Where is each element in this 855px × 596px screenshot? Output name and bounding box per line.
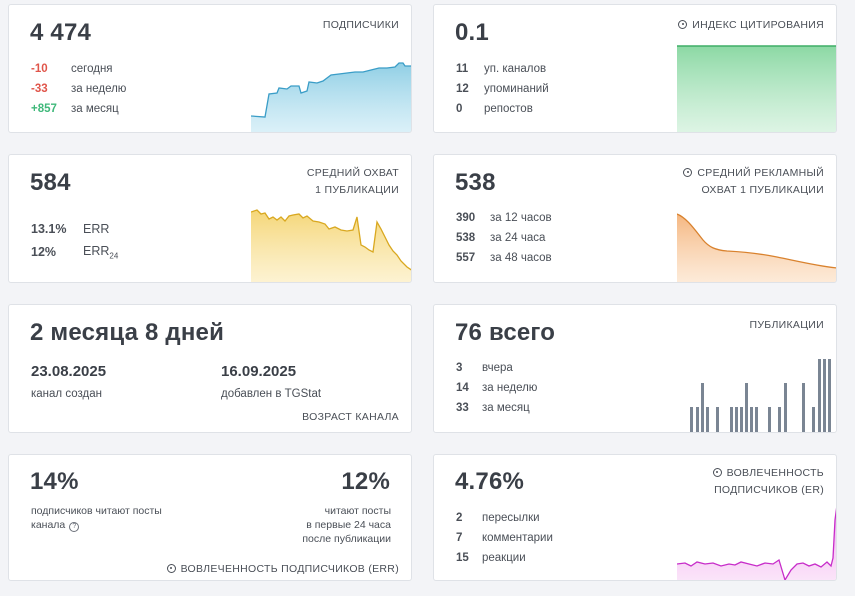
citation-row-channels: 11 уп. каналов bbox=[456, 63, 547, 75]
citation-row-mentions: 12 упоминаний bbox=[456, 83, 549, 95]
citation-title: ИНДЕКС ЦИТИРОВАНИЯ bbox=[678, 17, 824, 34]
reach-value: 584 bbox=[30, 169, 71, 196]
info-icon[interactable] bbox=[683, 168, 693, 177]
help-icon[interactable]: ? bbox=[69, 522, 80, 532]
subscribers-title: ПОДПИСЧИКИ bbox=[322, 19, 399, 31]
err-left-text: подписчиков читают посты канала? bbox=[31, 505, 162, 532]
err-card[interactable]: 14% подписчиков читают посты канала? 12%… bbox=[8, 454, 412, 581]
er-chart[interactable] bbox=[677, 500, 837, 581]
age-value: 2 месяца 8 дней bbox=[30, 319, 225, 346]
subscribers-row-today: -10 сегодня bbox=[31, 63, 113, 75]
reach-title: СРЕДНИЙ ОХВАТ 1 ПУБЛИКАЦИИ bbox=[306, 167, 399, 196]
reach-chart[interactable] bbox=[251, 205, 412, 283]
posts-card[interactable]: 76 всего ПУБЛИКАЦИИ 3 вчера 14 за неделю… bbox=[433, 304, 837, 433]
er-row-forwards: 2 пересылки bbox=[456, 512, 540, 524]
added-label: добавлен в TGStat bbox=[221, 388, 322, 400]
age-title: ВОЗРАСТ КАНАЛА bbox=[302, 411, 399, 423]
er-card[interactable]: 4.76% ВОВЛЕЧЕННОСТЬ ПОДПИСЧИКОВ (ER) 2 п… bbox=[433, 454, 837, 581]
citation-row-reposts: 0 репостов bbox=[456, 103, 533, 115]
ad-reach-chart[interactable] bbox=[677, 210, 837, 283]
posts-row-yesterday: 3 вчера bbox=[456, 362, 513, 374]
posts-value: 76 всего bbox=[455, 319, 556, 346]
reach-row-err24: 12% ERR24 bbox=[31, 244, 119, 261]
subscribers-chart[interactable] bbox=[251, 55, 412, 133]
posts-row-week: 14 за неделю bbox=[456, 382, 538, 394]
ad-reach-row-48h: 557 за 48 часов bbox=[456, 252, 552, 264]
info-icon[interactable] bbox=[712, 468, 722, 477]
ad-reach-row-24h: 538 за 24 часа bbox=[456, 232, 546, 244]
err-left-value: 14% bbox=[30, 468, 79, 495]
posts-title: ПУБЛИКАЦИИ bbox=[749, 319, 824, 331]
err-right-text: читают посты в первые 24 часа после публ… bbox=[302, 505, 391, 545]
er-value: 4.76% bbox=[455, 468, 525, 495]
age-card[interactable]: 2 месяца 8 дней 23.08.2025 канал создан … bbox=[8, 304, 412, 433]
reach-row-err: 13.1% ERR bbox=[31, 222, 110, 236]
subscribers-card[interactable]: 4 474 ПОДПИСЧИКИ -10 сегодня -33 за неде… bbox=[8, 4, 412, 133]
er-title: ВОВЛЕЧЕННОСТЬ ПОДПИСЧИКОВ (ER) bbox=[712, 467, 824, 496]
reach-card[interactable]: 584 СРЕДНИЙ ОХВАТ 1 ПУБЛИКАЦИИ 13.1% ERR… bbox=[8, 154, 412, 283]
citation-card[interactable]: 0.1 ИНДЕКС ЦИТИРОВАНИЯ 11 уп. каналов 12… bbox=[433, 4, 837, 133]
created-date: 23.08.2025 bbox=[31, 363, 107, 380]
posts-row-month: 33 за месяц bbox=[456, 402, 530, 414]
ad-reach-value: 538 bbox=[455, 169, 496, 196]
posts-chart[interactable] bbox=[689, 357, 834, 433]
citation-value: 0.1 bbox=[455, 19, 489, 46]
subscribers-row-week: -33 за неделю bbox=[31, 83, 127, 95]
er-row-comments: 7 комментарии bbox=[456, 532, 553, 544]
citation-chart[interactable] bbox=[677, 45, 837, 133]
ad-reach-title: СРЕДНИЙ РЕКЛАМНЫЙ ОХВАТ 1 ПУБЛИКАЦИИ bbox=[683, 165, 824, 199]
subscribers-value: 4 474 bbox=[30, 19, 92, 46]
created-label: канал создан bbox=[31, 388, 102, 400]
info-icon[interactable] bbox=[678, 20, 688, 29]
info-icon[interactable] bbox=[166, 564, 176, 573]
ad-reach-card[interactable]: 538 СРЕДНИЙ РЕКЛАМНЫЙ ОХВАТ 1 ПУБЛИКАЦИИ… bbox=[433, 154, 837, 283]
added-date: 16.09.2025 bbox=[221, 363, 297, 380]
err-title: ВОВЛЕЧЕННОСТЬ ПОДПИСЧИКОВ (ERR) bbox=[166, 561, 399, 578]
err-right-value: 12% bbox=[341, 468, 390, 495]
ad-reach-row-12h: 390 за 12 часов bbox=[456, 212, 552, 224]
er-row-reactions: 15 реакции bbox=[456, 552, 526, 564]
subscribers-row-month: +857 за месяц bbox=[31, 103, 119, 115]
